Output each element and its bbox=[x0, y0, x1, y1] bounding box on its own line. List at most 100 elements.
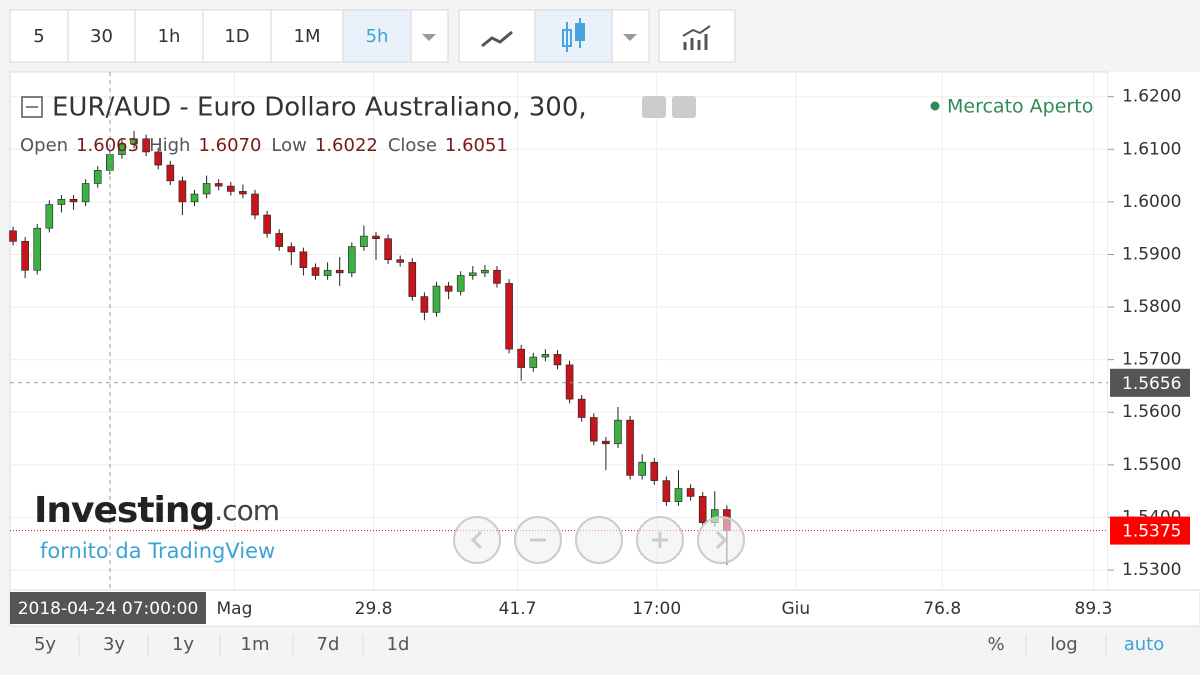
option-button[interactable]: auto bbox=[1124, 634, 1165, 655]
candle-body bbox=[311, 267, 320, 276]
market-status: Mercato Aperto bbox=[947, 96, 1093, 118]
candle-body bbox=[408, 262, 417, 297]
candle-body bbox=[565, 364, 574, 400]
candle-body bbox=[674, 488, 683, 502]
candle-body bbox=[698, 496, 707, 523]
candle-body bbox=[360, 235, 368, 247]
x-tick-label: 41.7 bbox=[499, 599, 537, 619]
ohlc-label: High bbox=[149, 135, 190, 156]
settings-icon[interactable] bbox=[642, 96, 666, 118]
x-tick-label: 89.3 bbox=[1075, 599, 1113, 619]
time-axis bbox=[9, 589, 1200, 627]
interval-button[interactable] bbox=[270, 9, 344, 63]
candle-body bbox=[541, 354, 550, 358]
x-tick-label: Mag bbox=[216, 599, 252, 619]
candle-body bbox=[589, 417, 598, 442]
ohlc-value: 1.6022 bbox=[315, 135, 378, 156]
interval-button[interactable] bbox=[134, 9, 204, 63]
range-button[interactable]: 7d bbox=[317, 634, 340, 655]
scroll-right[interactable] bbox=[697, 516, 745, 564]
candle-body bbox=[348, 246, 356, 274]
candle-body bbox=[227, 185, 235, 192]
candle-body bbox=[384, 238, 392, 261]
y-tick-label: 1.5500 bbox=[1122, 455, 1181, 475]
candle-body bbox=[178, 180, 187, 203]
candle-body bbox=[166, 164, 175, 182]
candle-body bbox=[420, 296, 429, 313]
brand-name: Investing bbox=[34, 490, 214, 531]
candle-body bbox=[118, 143, 126, 155]
candle-body bbox=[505, 283, 513, 350]
bottom-bar bbox=[0, 628, 1200, 662]
y-tick-label: 1.5300 bbox=[1122, 560, 1181, 580]
indicators-icon bbox=[682, 25, 711, 50]
ohlc-label: Open bbox=[20, 135, 68, 156]
candle-body bbox=[323, 269, 332, 276]
candle-body bbox=[81, 183, 90, 203]
candle-body bbox=[444, 285, 453, 292]
crosshair-date: 2018-04-24 07:00:00 bbox=[18, 599, 199, 619]
candle-body bbox=[493, 269, 501, 284]
candle-body bbox=[251, 193, 259, 216]
gear-icon[interactable] bbox=[672, 96, 696, 118]
interval-label: 5h bbox=[366, 26, 389, 47]
candle-body bbox=[21, 241, 29, 271]
candle-body bbox=[45, 204, 54, 229]
candle-body bbox=[335, 269, 344, 274]
candle-body bbox=[686, 488, 695, 497]
candle-body bbox=[626, 419, 634, 476]
candle-body bbox=[432, 285, 441, 313]
brand-logo: Investing.com bbox=[34, 490, 279, 531]
line-icon bbox=[481, 30, 513, 48]
scroll-left[interactable] bbox=[453, 516, 501, 564]
range-button[interactable]: 3y bbox=[103, 634, 125, 655]
dropdown-arrow bbox=[422, 34, 436, 41]
reset[interactable] bbox=[575, 516, 623, 564]
candle-body bbox=[142, 138, 150, 153]
ohlc-value: 1.6070 bbox=[198, 135, 261, 156]
line-chart-button[interactable] bbox=[458, 9, 536, 63]
price-axis bbox=[1108, 72, 1200, 590]
option-button[interactable]: % bbox=[987, 634, 1004, 655]
y-tick-label: 1.5800 bbox=[1122, 297, 1181, 317]
candle-body bbox=[33, 227, 42, 271]
symbol-title: EUR/AUD - Euro Dollaro Australiano, 300, bbox=[52, 93, 587, 123]
candle-body bbox=[263, 214, 271, 234]
candle-body bbox=[529, 356, 538, 368]
last-price-label: 1.5375 bbox=[1122, 522, 1181, 542]
candle-body bbox=[214, 183, 223, 187]
range-button[interactable]: 5y bbox=[34, 634, 56, 655]
range-button[interactable]: 1d bbox=[387, 634, 410, 655]
candle-body bbox=[662, 480, 671, 502]
overlay: EUR/AUD - Euro Dollaro Australiano, 300,… bbox=[10, 93, 1093, 624]
dropdown-arrow bbox=[623, 34, 637, 41]
range-button[interactable]: 1y bbox=[172, 634, 194, 655]
candle-body bbox=[602, 440, 610, 445]
interval-button[interactable] bbox=[9, 9, 69, 63]
plot-area bbox=[9, 71, 1109, 591]
credit: fornito da TradingView bbox=[40, 539, 275, 563]
candle-body bbox=[396, 259, 404, 263]
interval-button[interactable] bbox=[202, 9, 272, 63]
indicators-button[interactable] bbox=[658, 9, 736, 63]
candle-body bbox=[57, 198, 66, 205]
candle-body bbox=[577, 398, 586, 418]
candle-body bbox=[130, 138, 138, 145]
range-button[interactable]: 1m bbox=[241, 634, 270, 655]
interval-button[interactable] bbox=[342, 9, 412, 63]
crosshair-price-box bbox=[1110, 368, 1190, 397]
y-tick-label: 1.5900 bbox=[1122, 244, 1181, 264]
collapse-button[interactable] bbox=[21, 96, 43, 118]
candle-body bbox=[275, 233, 284, 247]
ohlc-label: Low bbox=[271, 135, 306, 156]
candle-body bbox=[456, 275, 465, 292]
candle-body bbox=[650, 461, 659, 481]
candle-chart-button[interactable] bbox=[534, 9, 613, 63]
candle-body bbox=[638, 461, 646, 476]
option-button[interactable]: log bbox=[1050, 634, 1077, 655]
candle-body bbox=[154, 151, 163, 166]
interval-label: 30 bbox=[90, 26, 113, 47]
candle-body bbox=[190, 193, 199, 203]
grid: 1.53001.54001.55001.56001.57001.58001.59… bbox=[10, 72, 1181, 619]
interval-label: 1M bbox=[294, 26, 321, 47]
